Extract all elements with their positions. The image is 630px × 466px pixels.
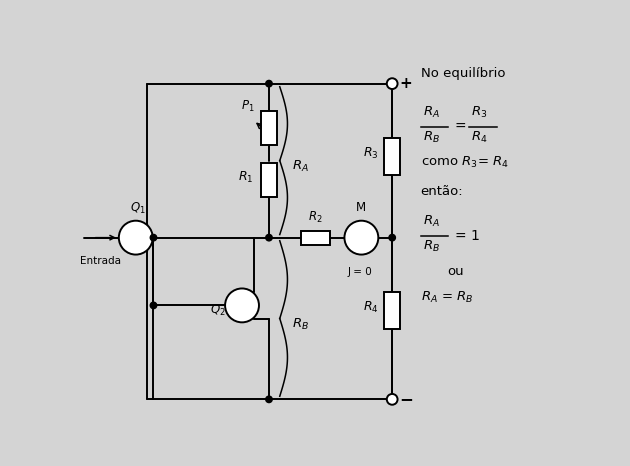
Circle shape (225, 288, 259, 322)
Text: $R_4$: $R_4$ (471, 130, 487, 145)
Text: $Q_2$: $Q_2$ (210, 302, 226, 317)
Text: M: M (357, 201, 367, 214)
Bar (384, 138, 400, 175)
Circle shape (345, 221, 378, 254)
Text: ou: ou (447, 265, 464, 278)
Circle shape (150, 234, 157, 241)
Circle shape (387, 78, 398, 89)
Text: como $R_3$= $R_4$: como $R_3$= $R_4$ (421, 155, 508, 170)
Circle shape (150, 302, 157, 308)
Bar (261, 163, 277, 197)
Text: +: + (399, 76, 412, 91)
Circle shape (389, 234, 396, 241)
Circle shape (119, 221, 152, 254)
Text: $R_A$ = $R_B$: $R_A$ = $R_B$ (421, 290, 473, 305)
Text: $P_1$: $P_1$ (241, 99, 255, 114)
Text: =: = (454, 120, 466, 134)
Text: então:: então: (421, 185, 463, 198)
Text: $R_2$: $R_2$ (308, 210, 323, 226)
Text: $R_3$: $R_3$ (471, 105, 487, 120)
Text: $R_B$: $R_B$ (292, 317, 309, 332)
Text: $R_A$: $R_A$ (423, 105, 440, 120)
Text: $R_3$: $R_3$ (363, 146, 379, 161)
Circle shape (266, 234, 272, 241)
Circle shape (266, 81, 272, 87)
Text: $R_1$: $R_1$ (238, 170, 254, 185)
Text: No equilíbrio: No equilíbrio (421, 68, 505, 81)
Bar (261, 111, 277, 145)
Text: $R_A$: $R_A$ (292, 159, 309, 174)
Text: $R_B$: $R_B$ (423, 239, 440, 254)
Text: Entrada: Entrada (81, 256, 122, 266)
Text: $R_A$: $R_A$ (423, 214, 440, 229)
Text: −: − (399, 391, 413, 408)
Text: $R_B$: $R_B$ (423, 130, 440, 145)
Text: = 1: = 1 (454, 229, 479, 243)
Circle shape (266, 396, 272, 403)
Bar (384, 292, 400, 329)
Text: $Q_1$: $Q_1$ (130, 201, 146, 216)
Text: J = 0: J = 0 (348, 267, 372, 277)
Circle shape (387, 394, 398, 405)
Text: $R_4$: $R_4$ (363, 300, 379, 315)
Bar (301, 231, 330, 245)
